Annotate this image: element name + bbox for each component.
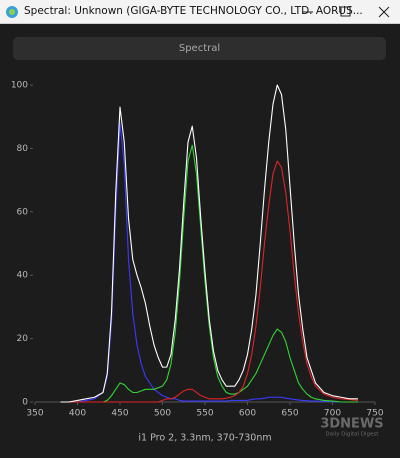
series-line (60, 144, 358, 403)
x-tick-label: 350 (26, 409, 43, 419)
x-tick-label: 550 (196, 409, 213, 419)
y-tick-label: 20 (17, 334, 29, 344)
y-tick-label: 80 (17, 144, 29, 154)
app-icon-core (9, 9, 15, 15)
title-bar: Spectral: Unknown (GIGA-BYTE TECHNOLOGY … (0, 0, 400, 24)
series-line (60, 160, 359, 403)
series-line (60, 122, 358, 403)
series-line (60, 84, 358, 403)
x-tick-label: 750 (366, 409, 383, 419)
watermark-tagline: Daily Digital Digest (326, 432, 380, 438)
x-tick-label: 450 (111, 409, 128, 419)
x-tick-label: 650 (281, 409, 298, 419)
x-tick-label: 700 (324, 409, 341, 419)
watermark-logo: 3DNEWS (320, 417, 383, 432)
x-axis-label: i1 Pro 2, 3.3nm, 370-730nm (138, 433, 271, 444)
title-icons (6, 6, 390, 18)
y-tick-label: 0 (22, 398, 28, 408)
y-tick-label: 40 (17, 271, 29, 281)
x-tick-label: 400 (69, 409, 86, 419)
y-tick-label: 100 (11, 81, 28, 91)
x-tick-label: 600 (239, 409, 256, 419)
maximize-button[interactable] (340, 6, 351, 17)
y-tick-label: 60 (17, 207, 29, 217)
tab-button[interactable]: Spectral (13, 37, 386, 60)
window-title: Spectral: Unknown (GIGA-BYTE TECHNOLOGY … (24, 5, 363, 17)
x-tick-label: 500 (154, 409, 171, 419)
close-button[interactable] (378, 6, 390, 18)
